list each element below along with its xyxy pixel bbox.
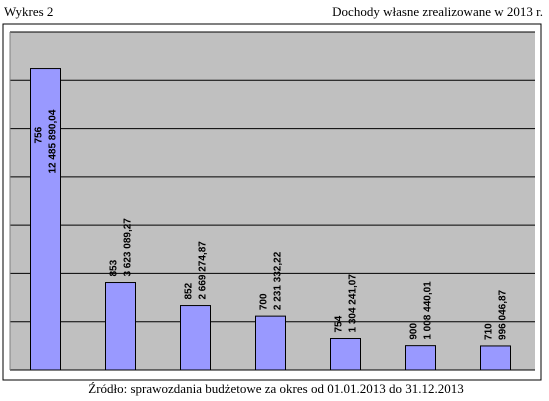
chart-title: Dochody własne zrealizowane w 2013 r. bbox=[332, 4, 543, 19]
bar bbox=[330, 338, 361, 371]
category-label: 853 bbox=[109, 259, 120, 276]
chart-label: Wykres 2 bbox=[4, 4, 53, 19]
category-label: 710 bbox=[484, 323, 495, 340]
value-label: 2 669 274,87 bbox=[198, 241, 209, 300]
value-label: 3 623 089,27 bbox=[123, 218, 134, 277]
category-label: 900 bbox=[409, 323, 420, 340]
bar bbox=[180, 305, 211, 371]
value-label: 1 304 241,07 bbox=[348, 274, 359, 333]
bar bbox=[480, 345, 511, 371]
value-label: 12 485 890,04 bbox=[48, 109, 59, 173]
value-label: 2 231 332,22 bbox=[273, 251, 284, 310]
category-label: 754 bbox=[334, 315, 345, 332]
bar bbox=[405, 345, 436, 371]
bar bbox=[255, 315, 286, 371]
value-label: 996 046,87 bbox=[498, 289, 509, 339]
chart-source: Źródło: sprawozdania budżetowe za okres … bbox=[88, 381, 463, 396]
bar bbox=[30, 68, 61, 371]
plot-area bbox=[10, 32, 535, 370]
category-label: 852 bbox=[184, 282, 195, 299]
category-label: 700 bbox=[259, 293, 270, 310]
bar bbox=[105, 282, 136, 371]
value-label: 1 008 440,01 bbox=[423, 281, 434, 340]
category-label: 756 bbox=[34, 126, 45, 143]
